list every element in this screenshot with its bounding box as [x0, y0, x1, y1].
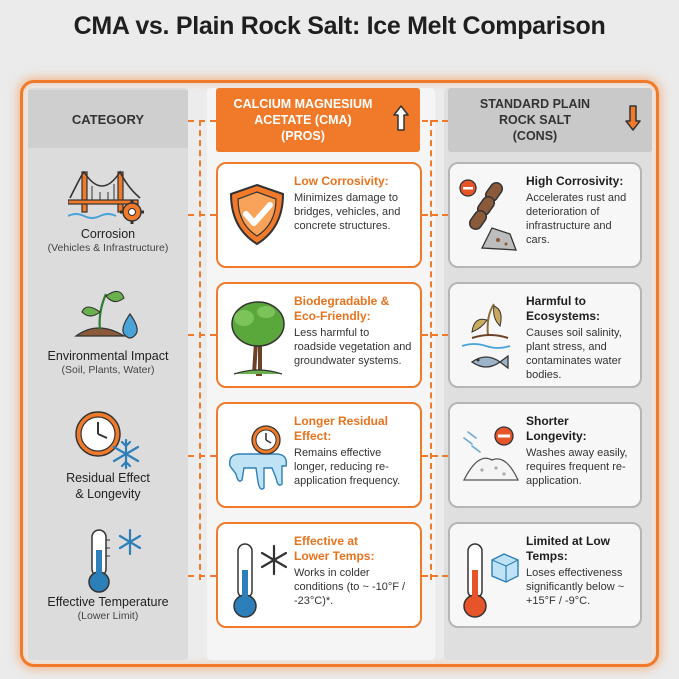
card-title-line: Harmful to	[526, 294, 586, 308]
connector-line	[188, 334, 216, 336]
card-title-line: Shorter	[526, 414, 569, 428]
category-column	[28, 88, 188, 660]
salt-card-temperature: Limited at Low Temps: Loses effectiveness…	[448, 522, 642, 628]
card-title: Longer Residual Effect:	[294, 414, 412, 444]
category-label-line: Residual Effect	[66, 471, 150, 485]
card-title-line: Lower Temps:	[294, 549, 375, 563]
salt-card-environmental: Harmful to Ecosystems: Causes soil salini…	[448, 282, 642, 388]
salt-card-corrosion: High Corrosivity: Accelerates rust and d…	[448, 162, 642, 268]
rusty-chain-icon	[459, 179, 517, 251]
connector-line	[422, 334, 448, 336]
category-environmental-impact: Environmental Impact (Soil, Plants, Wate…	[28, 284, 188, 378]
category-sublabel: (Lower Limit)	[77, 610, 139, 623]
wilted-plant-fish-icon	[461, 303, 511, 370]
card-title-line: Effective at	[294, 534, 359, 548]
card-body: Minimizes damage to bridges, vehicles, a…	[294, 192, 401, 233]
card-title-line: Longevity:	[526, 429, 587, 443]
card-body: Loses effectiveness significantly below …	[526, 567, 625, 608]
card-title: Low Corrosivity:	[294, 174, 389, 188]
cma-card-temperature: Effective at Lower Temps: Works in colder…	[216, 522, 422, 628]
arrow-up-icon	[393, 105, 409, 131]
category-sublabel: (Vehicles & Infrastructure)	[47, 242, 169, 255]
salt-card-residual: Shorter Longevity: Washes away easily, re…	[448, 402, 642, 508]
category-header: CATEGORY	[28, 90, 188, 148]
card-title-line: Limited at Low	[526, 534, 610, 548]
tree-icon	[231, 301, 285, 376]
cma-header-line: CALCIUM MAGNESIUM	[233, 96, 373, 111]
cma-header: CALCIUM MAGNESIUM ACETATE (CMA) (PROS)	[216, 88, 420, 152]
card-title-line: Effect:	[294, 429, 332, 443]
salt-header-line: STANDARD PLAIN	[479, 96, 591, 111]
connector-line	[430, 120, 432, 580]
category-label-line: & Longevity	[75, 487, 141, 502]
clock-snowflake-icon	[75, 411, 140, 470]
card-title: Limited at Low Temps:	[526, 534, 632, 564]
connector-line	[188, 120, 216, 122]
rock-salt-header: STANDARD PLAIN ROCK SALT (CONS)	[448, 88, 652, 152]
arrow-down-icon	[625, 105, 641, 131]
salt-header-line: ROCK SALT	[499, 112, 571, 127]
category-label: Environmental Impact	[47, 349, 169, 363]
salt-pile-icon	[462, 426, 520, 481]
connector-line	[422, 455, 448, 457]
card-body: Remains effective longer, reducing re-ap…	[294, 447, 401, 488]
card-body: Washes away easily, requires frequent re…	[526, 447, 628, 488]
thermometer-ice-cube-icon	[463, 543, 519, 618]
card-title-line: Eco-Friendly:	[294, 309, 371, 323]
shield-check-icon	[229, 183, 285, 246]
thermometer-cold-icon	[88, 528, 142, 593]
cma-header-line: (PROS)	[281, 129, 325, 144]
bridge-gear-icon	[68, 170, 144, 224]
category-residual-effect: Residual Effect & Longevity	[28, 408, 188, 503]
card-body: Accelerates rust and deterioration of in…	[526, 192, 627, 247]
sprout-drop-icon	[73, 290, 138, 339]
card-title-line: Temps:	[526, 549, 568, 563]
card-title-line: Longer Residual	[294, 414, 389, 428]
category-label: Effective Temperature	[47, 595, 169, 609]
thermometer-snowflake-icon	[233, 543, 288, 618]
connector-line	[199, 120, 201, 580]
card-title: Biodegradable & Eco-Friendly:	[294, 294, 412, 324]
salt-header-line: (CONS)	[512, 129, 558, 144]
connector-line	[188, 455, 216, 457]
page-title: CMA vs. Plain Rock Salt: Ice Melt Compar…	[73, 12, 606, 40]
card-title: Shorter Longevity:	[526, 414, 632, 444]
clock-ice-icon	[229, 425, 287, 490]
card-body: Causes soil salinity, plant stress, and …	[526, 327, 622, 382]
connector-line	[422, 575, 448, 577]
category-effective-temperature: Effective Temperature (Lower Limit)	[28, 526, 188, 624]
category-label: Corrosion	[80, 227, 136, 241]
category-corrosion: Corrosion (Vehicles & Infrastructure)	[28, 168, 188, 256]
connector-line	[188, 575, 216, 577]
card-title: Harmful to Ecosystems:	[526, 294, 632, 324]
category-label: Residual Effect & Longevity	[28, 470, 188, 503]
category-header-label: CATEGORY	[71, 111, 145, 127]
connector-line	[422, 120, 448, 122]
card-title: High Corrosivity:	[526, 174, 624, 188]
card-title: Effective at Lower Temps:	[294, 534, 412, 564]
card-title-line: Biodegradable &	[294, 294, 390, 308]
card-title-line: Ecosystems:	[526, 309, 601, 323]
cma-header-line: ACETATE (CMA)	[254, 112, 352, 127]
cma-card-environmental: Biodegradable & Eco-Friendly: Less harmfu…	[216, 282, 422, 388]
cma-card-residual: Longer Residual Effect: Remains effective…	[216, 402, 422, 508]
cma-card-corrosion: Low Corrosivity: Minimizes damage to bri…	[216, 162, 422, 268]
category-sublabel: (Soil, Plants, Water)	[61, 364, 155, 377]
connector-line	[188, 214, 216, 216]
connector-line	[422, 214, 448, 216]
card-body: Works in colder conditions (to ~ -10°F /…	[294, 567, 406, 608]
card-body: Less harmful to roadside vegetation and …	[294, 327, 412, 368]
